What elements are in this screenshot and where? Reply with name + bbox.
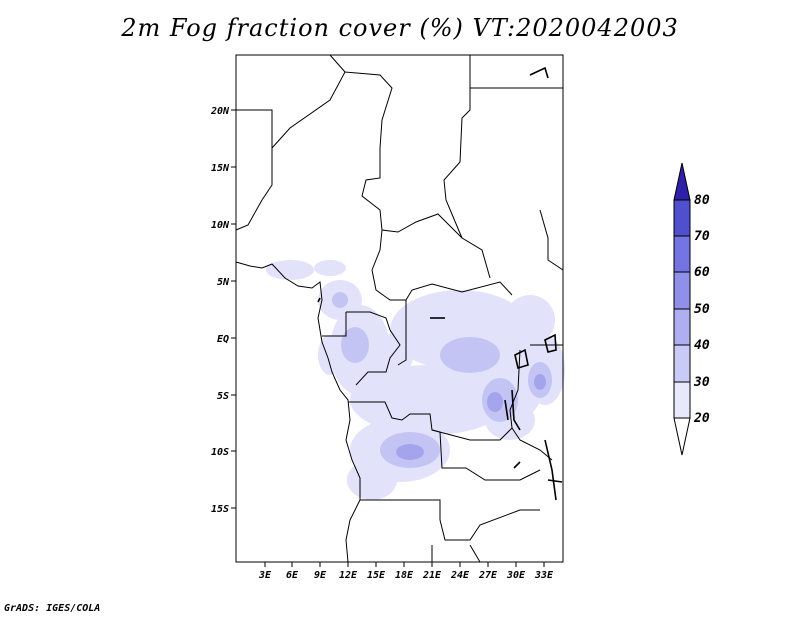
lon-tick-label: 9E <box>314 570 327 581</box>
colorbar-label: 80 <box>694 193 710 208</box>
lon-tick-label: 12E <box>339 570 358 581</box>
colorbar-segment <box>673 308 691 346</box>
latitude-axis: 20N 15N 10N 5N EQ 5S 10S 15S <box>210 106 236 515</box>
lat-tick-label: 20N <box>210 106 230 117</box>
lat-tick-label: 15N <box>211 163 230 174</box>
colorbar-label: 20 <box>693 411 710 426</box>
lon-tick-label: 24E <box>450 570 470 581</box>
longitude-axis: 3E 6E 9E 12E 15E 18E 21E 24E 27E 30E 33E <box>258 562 554 581</box>
colorbar-segment <box>673 199 691 237</box>
lon-tick-label: 30E <box>506 570 526 581</box>
lakes <box>317 66 563 501</box>
lat-tick-label: 5N <box>217 277 230 288</box>
colorbar-label: 50 <box>694 302 710 317</box>
colorbar: 20 30 40 50 60 70 80 <box>673 162 710 456</box>
lat-tick-label: 10S <box>211 447 229 458</box>
lat-tick-label: 10N <box>211 220 230 231</box>
lon-tick-label: 15E <box>367 570 386 581</box>
colorbar-segment <box>673 271 691 310</box>
map-title: 2m Fog fraction cover (%) VT:2020042003 <box>121 14 679 42</box>
lat-tick-label: 15S <box>211 504 229 515</box>
colorbar-segment <box>673 235 691 273</box>
map-frame <box>235 54 564 563</box>
lon-tick-label: 18E <box>395 570 414 581</box>
country-borders <box>235 54 564 563</box>
lon-tick-label: 6E <box>286 570 299 581</box>
lat-tick-label: 5S <box>217 391 229 402</box>
lon-tick-label: 21E <box>422 570 442 581</box>
colorbar-top-arrow <box>673 162 691 201</box>
colorbar-label: 40 <box>694 338 710 353</box>
colorbar-label: 70 <box>694 229 710 244</box>
colorbar-label: 60 <box>694 265 710 280</box>
colorbar-segment <box>673 344 691 383</box>
fog-shading <box>266 260 565 500</box>
colorbar-label: 30 <box>693 375 710 390</box>
grads-credit: GrADS: IGES/COLA <box>4 603 101 614</box>
colorbar-segment <box>673 381 691 419</box>
lon-tick-label: 33E <box>534 570 554 581</box>
colorbar-bottom-arrow <box>673 417 691 456</box>
lon-tick-label: 27E <box>478 570 498 581</box>
lon-tick-label: 3E <box>258 570 272 581</box>
lat-tick-label: EQ <box>217 334 229 345</box>
